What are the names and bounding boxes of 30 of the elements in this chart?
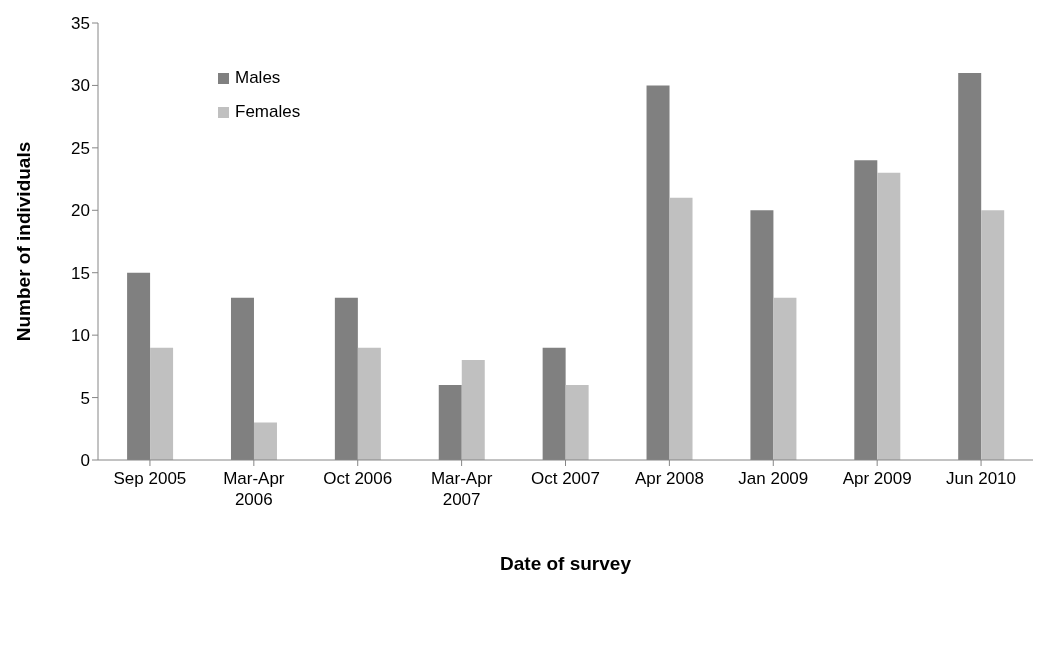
x-tick-label: Mar-Apr 2006 [223,469,285,509]
x-tick-label: Mar-Apr 2007 [430,469,493,509]
y-tick-label: 25 [71,138,90,158]
bar [150,347,174,460]
x-tick-label: Apr 2008 [634,469,704,488]
y-tick-label: 20 [71,201,90,221]
x-axis-title: Date of survey [500,553,632,574]
x-tick-label: Jan 2009 [738,469,809,488]
x-tick-label: Jun 2010 [946,469,1017,488]
bar [669,197,693,460]
x-tick-label: Apr 2009 [842,469,912,488]
y-tick-label: 15 [71,263,90,283]
bar [253,422,277,460]
x-tick-label: Oct 2006 [323,469,393,488]
y-tick-label: 5 [80,388,90,408]
legend-label: Males [235,68,281,88]
legend-label: Females [235,102,301,122]
x-tick-label: Oct 2007 [531,469,600,488]
y-tick-label: 30 [71,76,90,96]
y-tick-label: 10 [71,326,90,346]
bar [565,385,589,460]
bar [981,210,1005,460]
y-tick-label: 35 [71,14,90,34]
bar [357,347,381,460]
x-tick-label: Sep 2005 [113,469,187,488]
bar [877,172,901,460]
bar [773,297,797,460]
bar [461,360,485,460]
y-axis-title: Number of individuals [12,141,34,342]
y-tick-label: 0 [80,451,90,471]
